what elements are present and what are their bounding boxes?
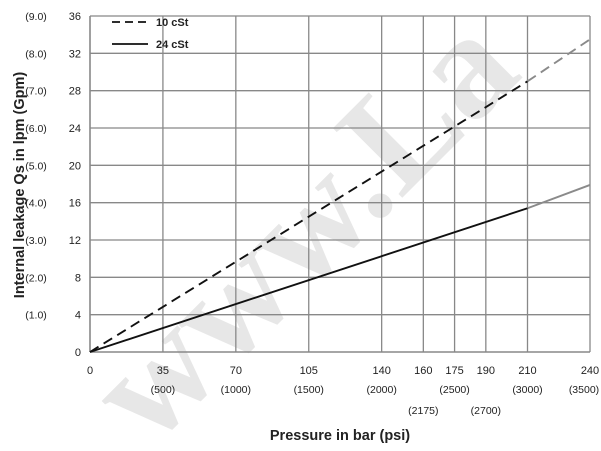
- y-tick-label-28: 28: [69, 86, 81, 98]
- tick-labels: 0 4 (1.0) 8 (2.0) 12 (3.0) 16 (4.0) 20 (5.0) 24 (6.0…: [25, 11, 599, 417]
- legend-label-24cst: 24 cSt: [156, 39, 189, 51]
- series-1-segment-1: [527, 184, 591, 210]
- x-tick-sub-70: (1000): [221, 384, 251, 396]
- x-tick-label-175: 175: [445, 365, 463, 377]
- x-tick-label-105: 105: [300, 365, 318, 377]
- x-tick-sub-105: (1500): [294, 384, 324, 396]
- x-tick-label-240: 240: [581, 365, 599, 377]
- x-tick-sub-35: (500): [151, 384, 176, 396]
- series-lines: [89, 38, 591, 353]
- y-tick-sub-32: (8.0): [25, 48, 47, 60]
- y-tick-label-4: 4: [75, 310, 81, 322]
- y-tick-sub-36: (9.0): [25, 11, 47, 23]
- x-tick-sub-210: (3000): [512, 384, 542, 396]
- x-tick-sub-140: (2000): [366, 384, 396, 396]
- y-tick-label-8: 8: [75, 272, 81, 284]
- y-tick-label-20: 20: [69, 160, 81, 172]
- x-tick-label-140: 140: [372, 365, 390, 377]
- y-tick-sub-4: (1.0): [25, 310, 47, 322]
- y-axis-title: Internal leakage Qs in lpm (Gpm): [12, 72, 28, 299]
- y-tick-sub-28: (7.0): [25, 86, 47, 98]
- series-0-segment-1: [526, 38, 591, 83]
- series-1-segment-0: [89, 207, 528, 353]
- legend: 10 cSt 24 cSt: [112, 17, 189, 51]
- y-tick-label-36: 36: [69, 11, 81, 23]
- x-tick-sub-160: (2175): [408, 405, 438, 417]
- x-tick-label-160: 160: [414, 365, 432, 377]
- x-tick-label-35: 35: [157, 365, 169, 377]
- y-tick-label-16: 16: [69, 198, 81, 210]
- y-tick-label-32: 32: [69, 48, 81, 60]
- y-tick-sub-24: (6.0): [25, 123, 47, 135]
- x-tick-label-190: 190: [477, 365, 495, 377]
- x-tick-label-0: 0: [87, 365, 93, 377]
- series-0-segment-0: [89, 80, 528, 353]
- x-tick-sub-175: (2500): [439, 384, 469, 396]
- grid-lines: [89, 15, 591, 353]
- y-tick-sub-20: (5.0): [25, 160, 47, 172]
- y-tick-label-24: 24: [69, 123, 81, 135]
- y-tick-sub-12: (3.0): [25, 235, 47, 247]
- y-tick-sub-8: (2.0): [25, 272, 47, 284]
- y-tick-label-0: 0: [75, 347, 81, 359]
- x-tick-sub-190: (2700): [471, 405, 501, 417]
- legend-label-10cst: 10 cSt: [156, 17, 189, 29]
- x-tick-label-210: 210: [518, 365, 536, 377]
- y-tick-sub-16: (4.0): [25, 198, 47, 210]
- x-tick-sub-240: (3500): [569, 384, 599, 396]
- x-tick-label-70: 70: [230, 365, 242, 377]
- y-tick-label-12: 12: [69, 235, 81, 247]
- x-axis-title: Pressure in bar (psi): [270, 428, 410, 444]
